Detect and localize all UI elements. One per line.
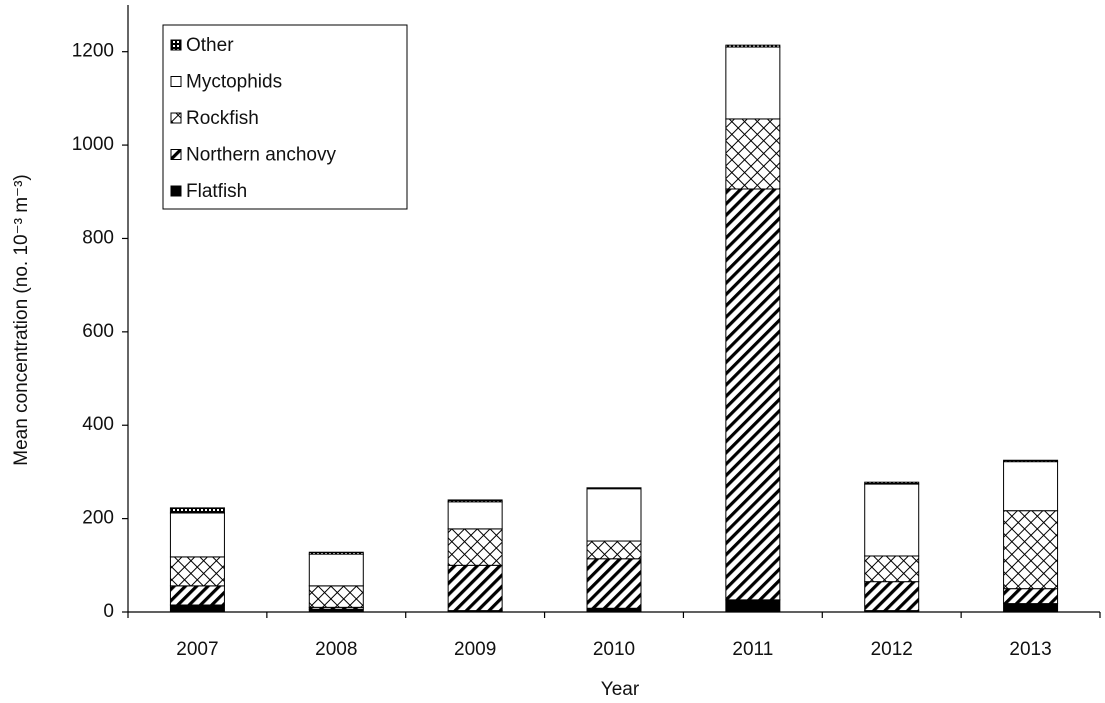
legend-label: Northern anchovy [186,145,336,166]
bar-segment [169,604,225,613]
legend-swatch [170,76,182,87]
x-tick-label: 2008 [315,639,357,660]
legend-swatch [170,185,182,197]
y-axis-title: Mean concentration (no. 10⁻³ m⁻³) [11,174,32,465]
legend-label: Flatfish [186,181,247,202]
legend-swatch [170,39,182,51]
y-tick-label: 600 [82,321,114,342]
bar-segment [864,483,920,557]
bar-segment [864,555,920,583]
y-tick-label: 1200 [72,41,114,62]
bar-segment [308,553,364,587]
y-tick-label: 1000 [72,134,114,155]
x-tick-label: 2011 [732,639,773,660]
legend-swatch [170,149,182,160]
bar-segment [725,46,781,120]
bar-segment [1003,603,1059,613]
bar-segment [308,585,364,608]
bar-segment [725,44,781,48]
x-tick-label: 2009 [454,639,496,660]
y-tick-label: 800 [82,227,114,248]
x-axis-title: Year [601,679,640,700]
bar-segment [1003,510,1059,590]
x-tick-label: 2012 [871,639,913,660]
y-tick-label: 200 [82,508,114,529]
bar-segment [447,564,503,612]
bar-segment [586,607,642,613]
bar-segment [864,481,920,485]
x-tick-label: 2007 [176,639,218,660]
bar-segment [447,528,503,566]
bar-segment [169,556,225,587]
bar-segment [1003,459,1059,463]
bar-segment [725,118,781,190]
legend-label: Myctophids [186,72,282,93]
legend-label: Rockfish [186,108,259,129]
bar-segment [725,599,781,613]
legend-box [162,24,408,210]
bar-segment [864,581,920,612]
legend-label: Other [186,35,234,56]
bar-segment [1003,588,1059,605]
x-tick-label: 2010 [593,639,635,660]
bar-segment [586,488,642,542]
bar-segment [169,585,225,606]
bar-segment [447,499,503,503]
bar-segment [169,507,225,514]
bar-segment [308,551,364,555]
bar-segment [725,188,781,601]
bar-segment [586,487,642,490]
y-tick-label: 400 [82,414,114,435]
bar-segment [586,540,642,560]
bar-segment [1003,461,1059,512]
legend-swatch [170,112,182,124]
bar-segment [586,558,642,609]
bar-segment [169,512,225,558]
y-tick-label: 0 [103,601,114,622]
bar-segment [447,501,503,530]
x-tick-label: 2013 [1009,639,1051,660]
